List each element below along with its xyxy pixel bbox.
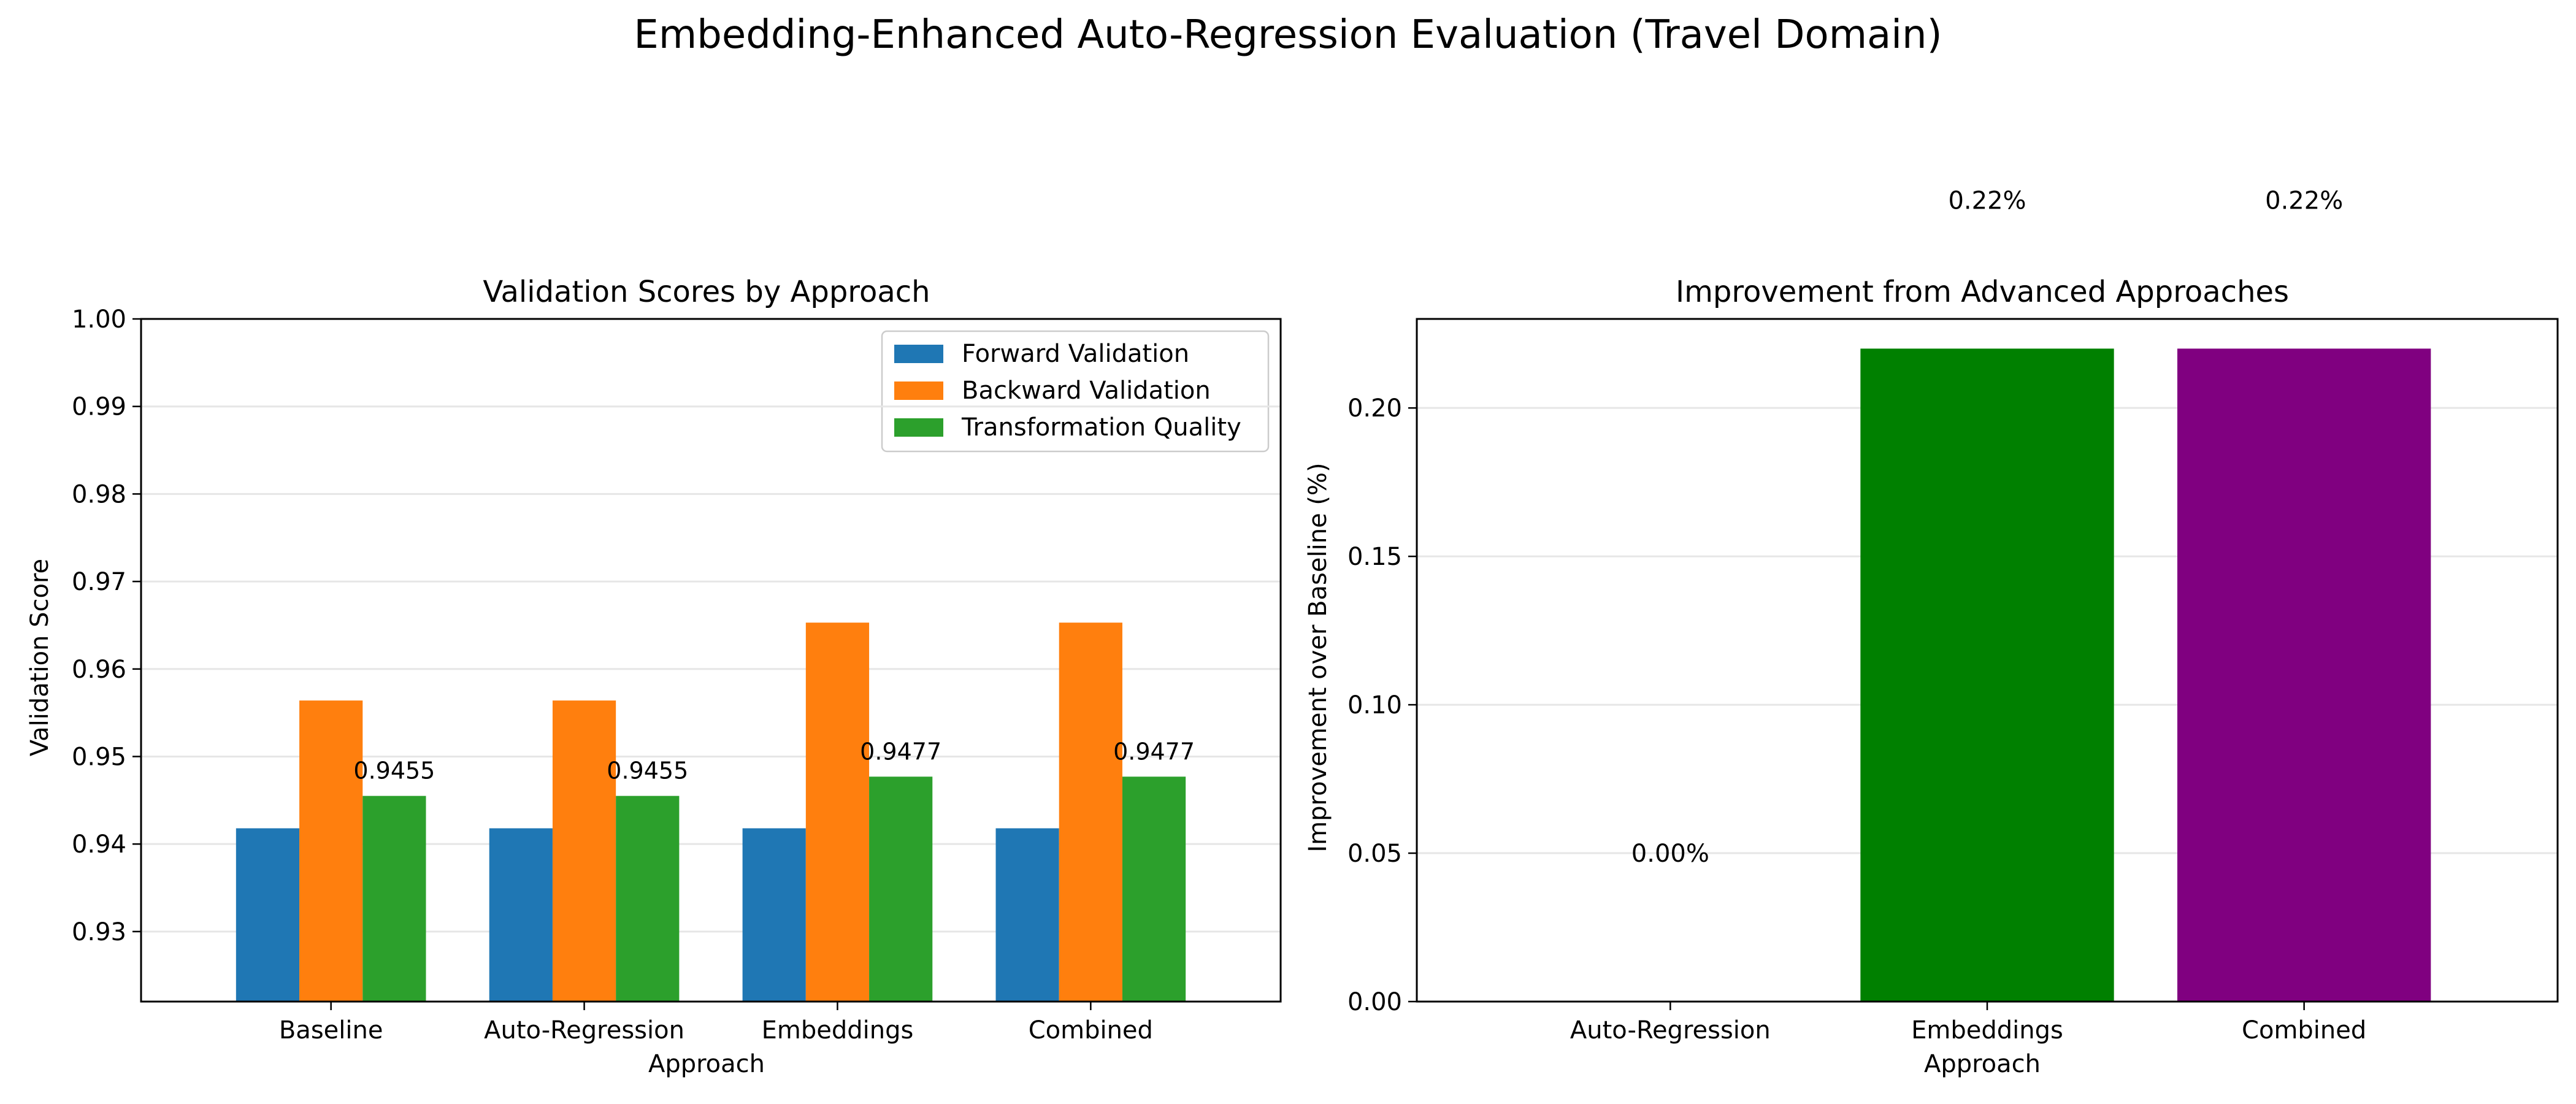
figure-suptitle: Embedding-Enhanced Auto-Regression Evalu… [634, 12, 1942, 58]
chart1-ytick-label: 0.94 [72, 830, 126, 859]
chart2-ytick-label: 0.20 [1347, 394, 1402, 423]
chart2-data-label: 0.22% [1948, 186, 2026, 215]
chart1-legend: Forward Validation Backward Validation Tra… [881, 330, 1270, 453]
chart1-ytick-label: 0.97 [72, 568, 126, 596]
chart2-data-label: 0.22% [2265, 186, 2343, 215]
improvement-chart: Improvement from Advanced Approaches App… [1304, 186, 2559, 1078]
chart1-bar [489, 828, 553, 1002]
chart1-xtick-label: Embeddings [762, 1016, 914, 1045]
chart1-bar [1122, 776, 1186, 1002]
chart1-legend-swatch [894, 381, 943, 400]
chart1-data-label: 0.9455 [607, 757, 688, 784]
chart1-bar [742, 828, 806, 1002]
chart2-frame [1416, 318, 2559, 1003]
chart1-legend-swatch [894, 345, 943, 363]
chart2-ytick-label: 0.15 [1347, 543, 1402, 571]
chart1-ytick-label: 0.98 [72, 480, 126, 508]
chart1-bar [995, 828, 1059, 1002]
chart1-legend-label: Transformation Quality [961, 413, 1241, 442]
chart1-title: Validation Scores by Approach [483, 275, 930, 309]
chart1-ytick-label: 0.99 [72, 393, 126, 421]
chart2-ylabel: Improvement over Baseline (%) [1304, 462, 1332, 852]
chart2-bar [2177, 348, 2431, 1002]
chart1-legend-swatch [894, 418, 943, 437]
chart1-bar [616, 795, 680, 1002]
chart1-bar [805, 623, 870, 1002]
chart1-legend-label: Forward Validation [962, 340, 1189, 368]
chart2-ytick-label: 0.10 [1347, 691, 1402, 719]
chart1-bar [552, 700, 616, 1002]
chart2-xlabel: Approach [1924, 1050, 2041, 1078]
chart1-xlabel: Approach [648, 1050, 765, 1078]
chart1-bar [299, 700, 363, 1002]
chart1-bar [236, 828, 300, 1002]
chart2-bar [1860, 348, 2114, 1002]
chart1-bar [362, 795, 426, 1002]
chart1-legend-frame [881, 330, 1270, 453]
chart1-ylabel: Validation Score [26, 559, 54, 756]
chart1-frame [140, 318, 1282, 1003]
chart1-data-label: 0.9477 [860, 738, 941, 765]
chart1-data-label: 0.9455 [353, 757, 435, 784]
chart1-legend-label: Backward Validation [962, 377, 1211, 405]
chart1-ytick-label: 0.93 [72, 918, 126, 946]
chart1-xtick-label: Auto-Regression [484, 1016, 684, 1045]
chart2-data-label: 0.00% [1631, 840, 1709, 868]
chart1-bar [1059, 623, 1122, 1002]
chart1-ytick-label: 0.96 [72, 656, 126, 684]
chart2-xtick-label: Embeddings [1911, 1016, 2063, 1045]
chart2-ytick-label: 0.00 [1347, 988, 1402, 1016]
chart2-title: Improvement from Advanced Approaches [1676, 275, 2289, 309]
chart1-bar [869, 776, 933, 1002]
validation-scores-chart: Validation Scores by Approach Approach V… [26, 275, 1282, 1078]
chart2-ytick-label: 0.05 [1347, 840, 1402, 868]
chart1-xtick-label: Combined [1029, 1016, 1153, 1045]
chart2-xtick-label: Combined [2242, 1016, 2366, 1045]
chart2-xtick-label: Auto-Regression [1570, 1016, 1771, 1045]
chart1-ytick-label: 0.95 [72, 743, 126, 771]
chart1-xtick-label: Baseline [279, 1016, 383, 1045]
chart1-ytick-label: 1.00 [72, 305, 126, 334]
chart1-data-label: 0.9477 [1113, 738, 1195, 765]
